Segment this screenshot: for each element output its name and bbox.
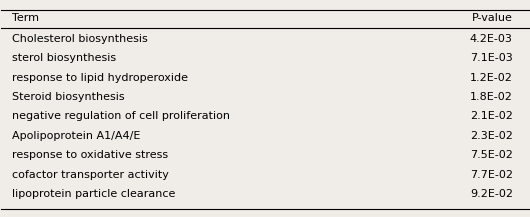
Text: P-value: P-value: [472, 13, 513, 23]
Text: Term: Term: [12, 13, 39, 23]
Text: negative regulation of cell proliferation: negative regulation of cell proliferatio…: [12, 111, 230, 121]
Text: 9.2E-02: 9.2E-02: [470, 189, 513, 199]
Text: 2.1E-02: 2.1E-02: [470, 111, 513, 121]
Text: 7.1E-03: 7.1E-03: [470, 53, 513, 63]
Text: 7.7E-02: 7.7E-02: [470, 169, 513, 179]
Text: response to lipid hydroperoxide: response to lipid hydroperoxide: [12, 73, 188, 83]
Text: response to oxidative stress: response to oxidative stress: [12, 150, 168, 160]
Text: sterol biosynthesis: sterol biosynthesis: [12, 53, 116, 63]
Text: lipoprotein particle clearance: lipoprotein particle clearance: [12, 189, 175, 199]
Text: Apolipoprotein A1/A4/E: Apolipoprotein A1/A4/E: [12, 131, 140, 141]
Text: 1.2E-02: 1.2E-02: [470, 73, 513, 83]
Text: 4.2E-03: 4.2E-03: [470, 34, 513, 44]
Text: Steroid biosynthesis: Steroid biosynthesis: [12, 92, 125, 102]
Text: Cholesterol biosynthesis: Cholesterol biosynthesis: [12, 34, 148, 44]
Text: 2.3E-02: 2.3E-02: [470, 131, 513, 141]
Text: 1.8E-02: 1.8E-02: [470, 92, 513, 102]
Text: cofactor transporter activity: cofactor transporter activity: [12, 169, 169, 179]
Text: 7.5E-02: 7.5E-02: [470, 150, 513, 160]
